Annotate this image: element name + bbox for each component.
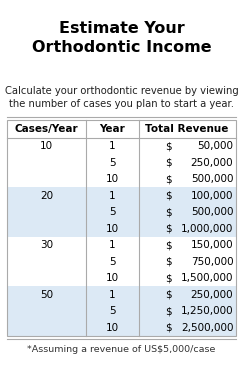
Text: 750,000: 750,000 — [191, 257, 233, 266]
Text: 1,250,000: 1,250,000 — [181, 306, 233, 316]
Text: 100,000: 100,000 — [191, 191, 233, 201]
Bar — [7, 303, 236, 319]
Bar — [7, 204, 236, 221]
Text: 1,500,000: 1,500,000 — [181, 273, 233, 283]
Text: 1: 1 — [109, 240, 116, 250]
Bar — [7, 336, 236, 339]
Text: 5: 5 — [109, 158, 116, 168]
Text: $: $ — [165, 207, 172, 217]
Text: Cases/Year: Cases/Year — [15, 124, 78, 134]
Text: Total Revenue: Total Revenue — [146, 124, 229, 134]
Text: 1: 1 — [109, 141, 116, 151]
Text: 5: 5 — [109, 207, 116, 217]
Text: Year: Year — [99, 124, 125, 134]
Text: 2,500,000: 2,500,000 — [181, 323, 233, 333]
Text: $: $ — [165, 191, 172, 201]
Text: 10: 10 — [106, 174, 119, 184]
Text: $: $ — [165, 306, 172, 316]
Bar — [7, 286, 236, 303]
Bar — [7, 138, 236, 155]
Bar — [7, 171, 236, 188]
Text: 10: 10 — [106, 224, 119, 234]
Text: 20: 20 — [40, 191, 53, 201]
Text: 5: 5 — [109, 257, 116, 266]
Text: 50: 50 — [40, 290, 53, 299]
Text: 10: 10 — [40, 141, 53, 151]
Text: 150,000: 150,000 — [191, 240, 233, 250]
Bar — [7, 253, 236, 270]
Bar — [7, 319, 236, 336]
Text: Calculate your orthodontic revenue by viewing
the number of cases you plan to st: Calculate your orthodontic revenue by vi… — [5, 86, 238, 109]
Text: $: $ — [165, 158, 172, 168]
Text: 500,000: 500,000 — [191, 207, 233, 217]
Text: 1: 1 — [109, 191, 116, 201]
Bar — [7, 270, 236, 286]
Bar — [7, 120, 236, 138]
Text: *Assuming a revenue of US$5,000/case: *Assuming a revenue of US$5,000/case — [27, 345, 216, 354]
Text: 30: 30 — [40, 240, 53, 250]
Text: $: $ — [165, 273, 172, 283]
Text: 250,000: 250,000 — [191, 290, 233, 299]
Text: 50,000: 50,000 — [197, 141, 233, 151]
Text: $: $ — [165, 224, 172, 234]
Text: $: $ — [165, 240, 172, 250]
Text: $: $ — [165, 257, 172, 266]
Text: 1: 1 — [109, 290, 116, 299]
Text: $: $ — [165, 323, 172, 333]
Bar — [7, 120, 236, 336]
Text: 250,000: 250,000 — [191, 158, 233, 168]
Text: $: $ — [165, 174, 172, 184]
Bar — [7, 221, 236, 237]
Text: 10: 10 — [106, 323, 119, 333]
Bar — [7, 155, 236, 171]
Text: $: $ — [165, 290, 172, 299]
Text: $: $ — [165, 141, 172, 151]
Bar — [7, 237, 236, 253]
Bar — [7, 188, 236, 204]
Text: 1,000,000: 1,000,000 — [181, 224, 233, 234]
Text: 5: 5 — [109, 306, 116, 316]
Text: 10: 10 — [106, 273, 119, 283]
Text: Estimate Your
Orthodontic Income: Estimate Your Orthodontic Income — [32, 21, 211, 55]
Text: 500,000: 500,000 — [191, 174, 233, 184]
